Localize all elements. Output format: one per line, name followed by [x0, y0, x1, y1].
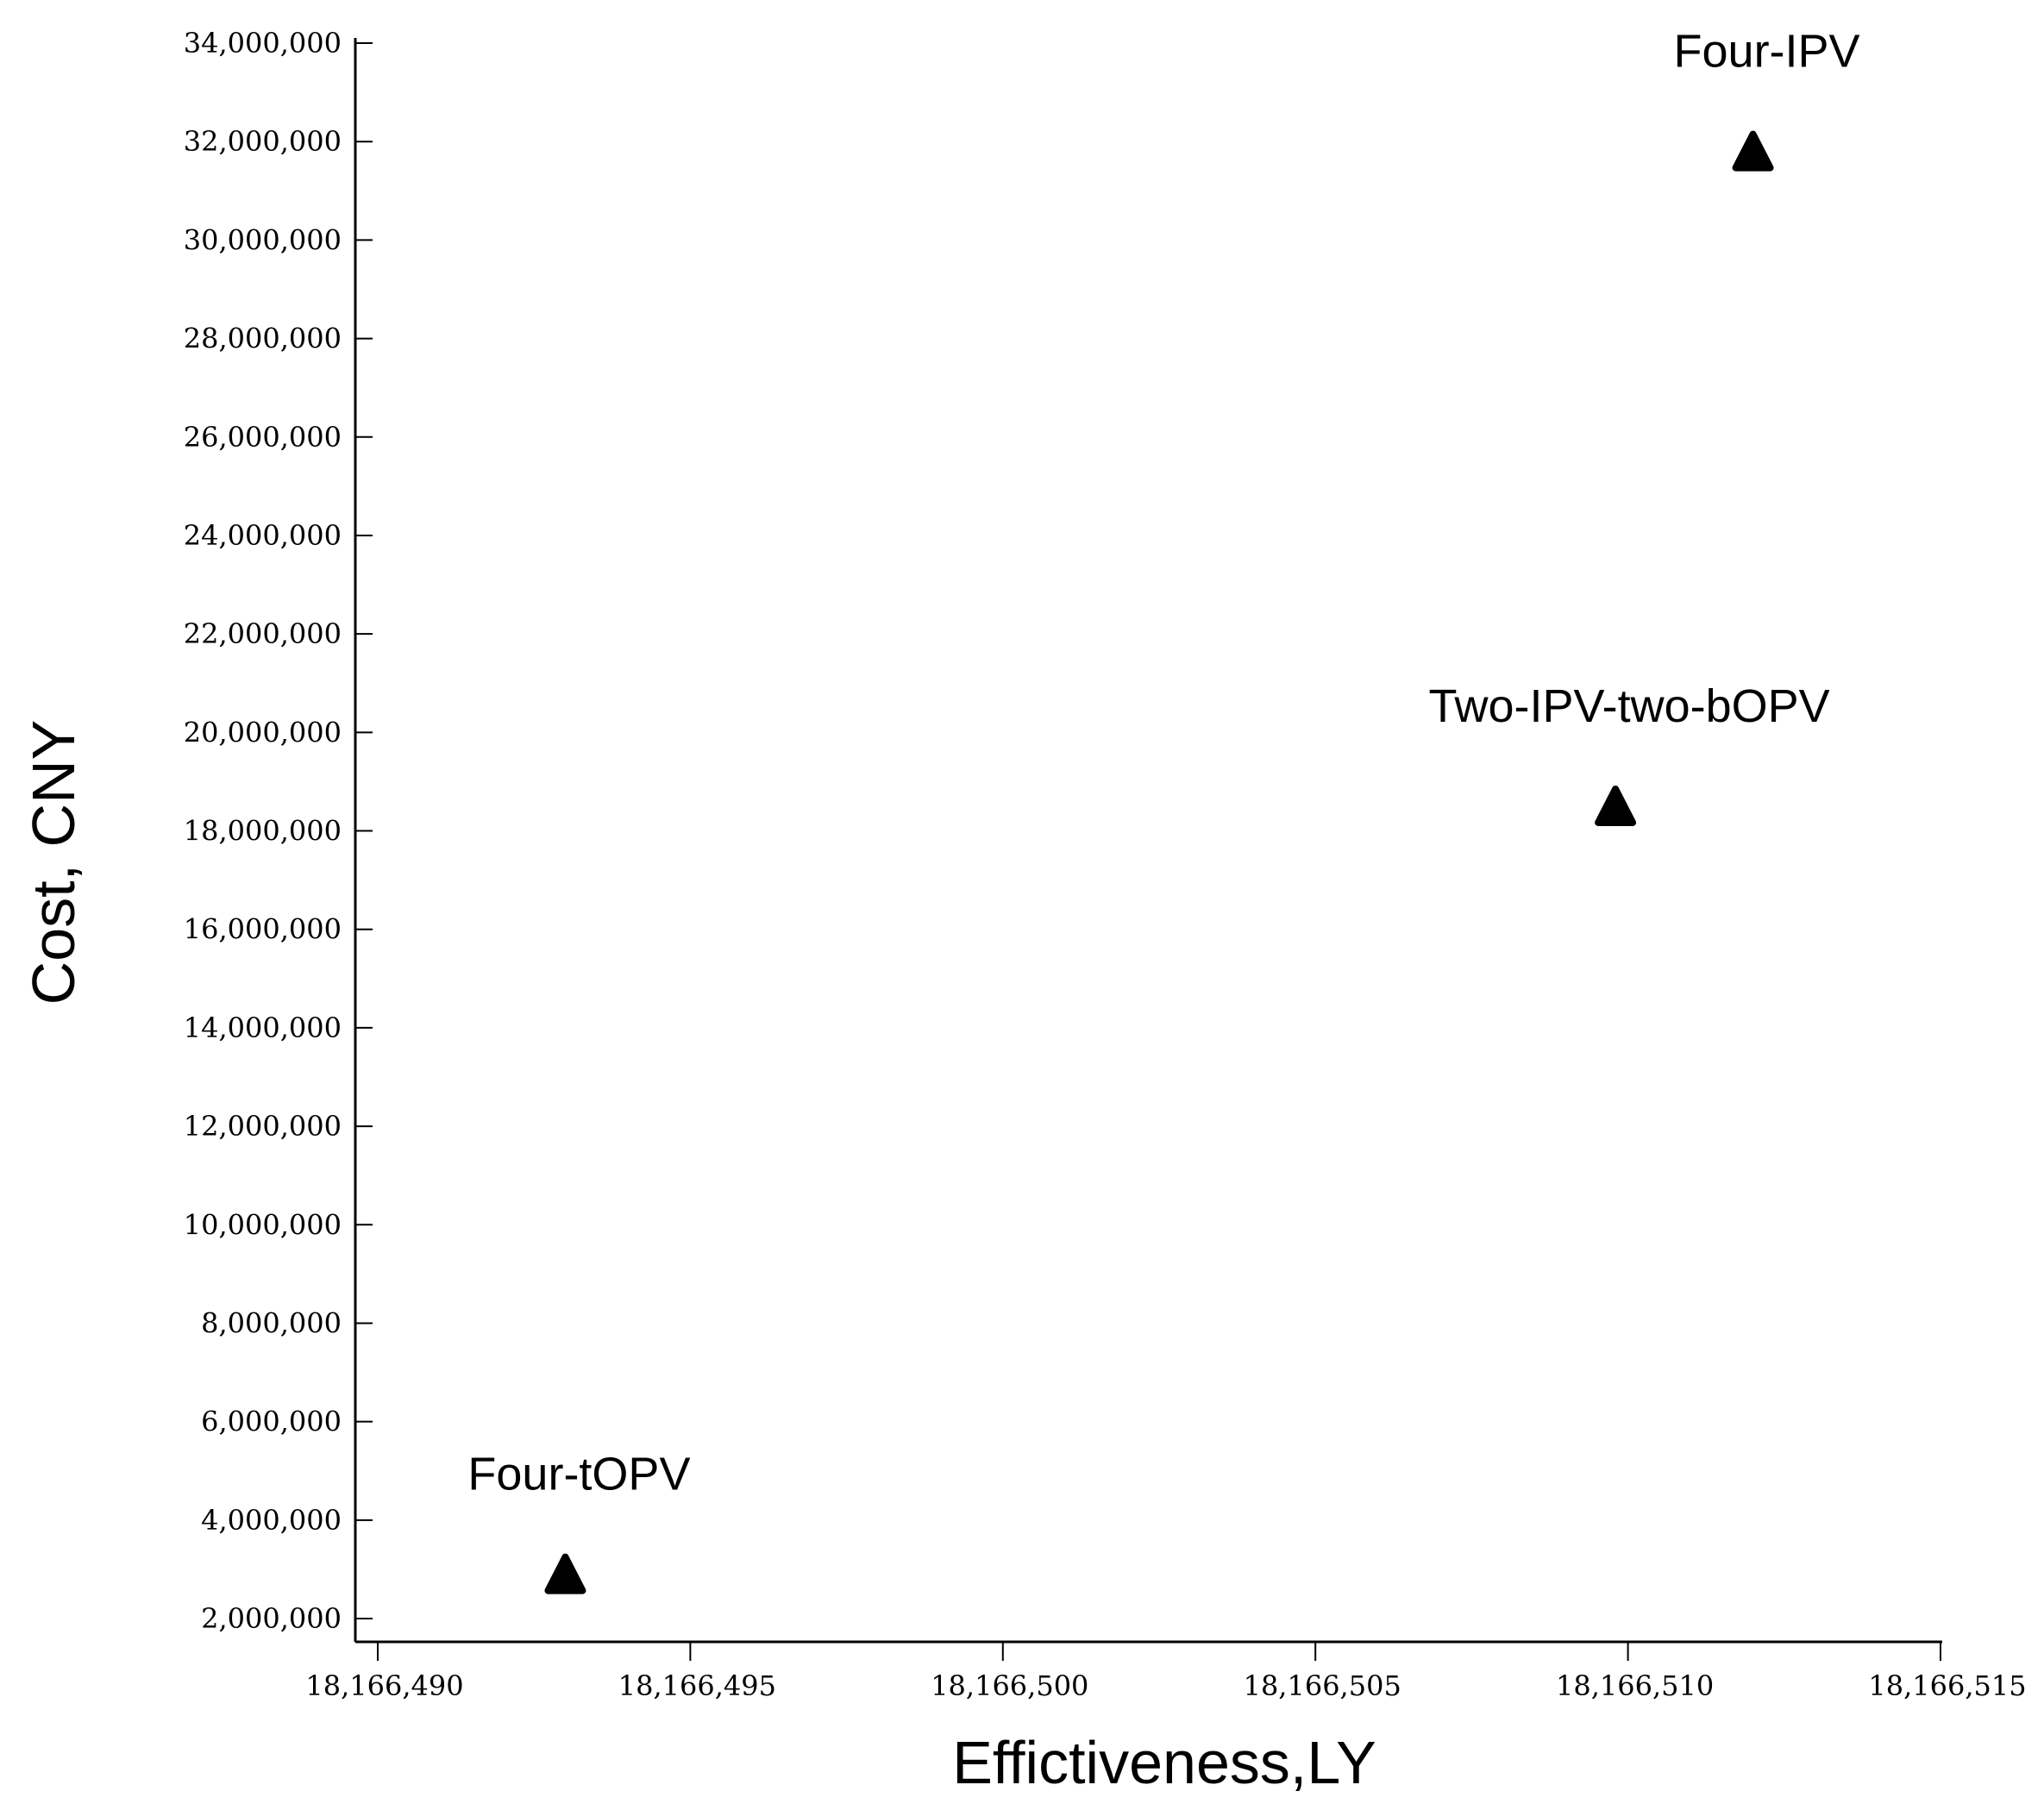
- triangle-marker: [1595, 785, 1637, 826]
- y-tick-label: 18,000,000: [184, 815, 342, 848]
- y-tick-label: 22,000,000: [184, 617, 342, 650]
- y-tick-label: 14,000,000: [184, 1011, 342, 1044]
- x-tick-label: 18,166,515: [1868, 1669, 2026, 1702]
- x-tick-label: 18,166,495: [618, 1669, 776, 1702]
- y-tick-label: 10,000,000: [184, 1208, 342, 1241]
- y-tick-label: 16,000,000: [184, 913, 342, 946]
- y-tick-label: 20,000,000: [184, 716, 342, 748]
- triangle-marker: [1732, 130, 1774, 172]
- x-tick-label: 18,166,510: [1556, 1669, 1714, 1702]
- y-axis-title: Cost, CNY: [20, 720, 87, 1005]
- y-tick-label: 2,000,000: [201, 1602, 342, 1635]
- y-tick-label: 32,000,000: [184, 125, 342, 158]
- triangle-marker: [544, 1553, 586, 1594]
- y-tick-label: 28,000,000: [184, 323, 342, 355]
- y-tick-label: 12,000,000: [184, 1110, 342, 1143]
- y-tick-label: 34,000,000: [184, 27, 342, 59]
- y-tick-label: 4,000,000: [201, 1504, 342, 1537]
- x-axis-ticks: 18,166,490 18,166,495 18,166,500 18,166,505…: [305, 1642, 2027, 1702]
- y-axis-ticks: 2,000,000 4,000,000 6,000,000 8,000,000 10,0…: [184, 27, 373, 1635]
- data-points: Four-tOPV Two-IPV-two-bOPV Four-IPV: [467, 26, 1860, 1594]
- point-label: Four-tOPV: [467, 1449, 690, 1500]
- y-tick-label: 24,000,000: [184, 519, 342, 552]
- y-tick-label: 30,000,000: [184, 223, 342, 256]
- x-axis-title: Effictiveness,LY: [952, 1729, 1376, 1796]
- x-tick-label: 18,166,500: [931, 1669, 1088, 1702]
- point-label: Four-IPV: [1674, 26, 1860, 78]
- y-tick-label: 6,000,000: [201, 1406, 342, 1438]
- point-label: Two-IPV-two-bOPV: [1429, 680, 1830, 732]
- x-tick-label: 18,166,505: [1244, 1669, 1401, 1702]
- y-tick-label: 26,000,000: [184, 421, 342, 454]
- y-tick-label: 8,000,000: [201, 1306, 342, 1339]
- x-tick-label: 18,166,490: [305, 1669, 463, 1702]
